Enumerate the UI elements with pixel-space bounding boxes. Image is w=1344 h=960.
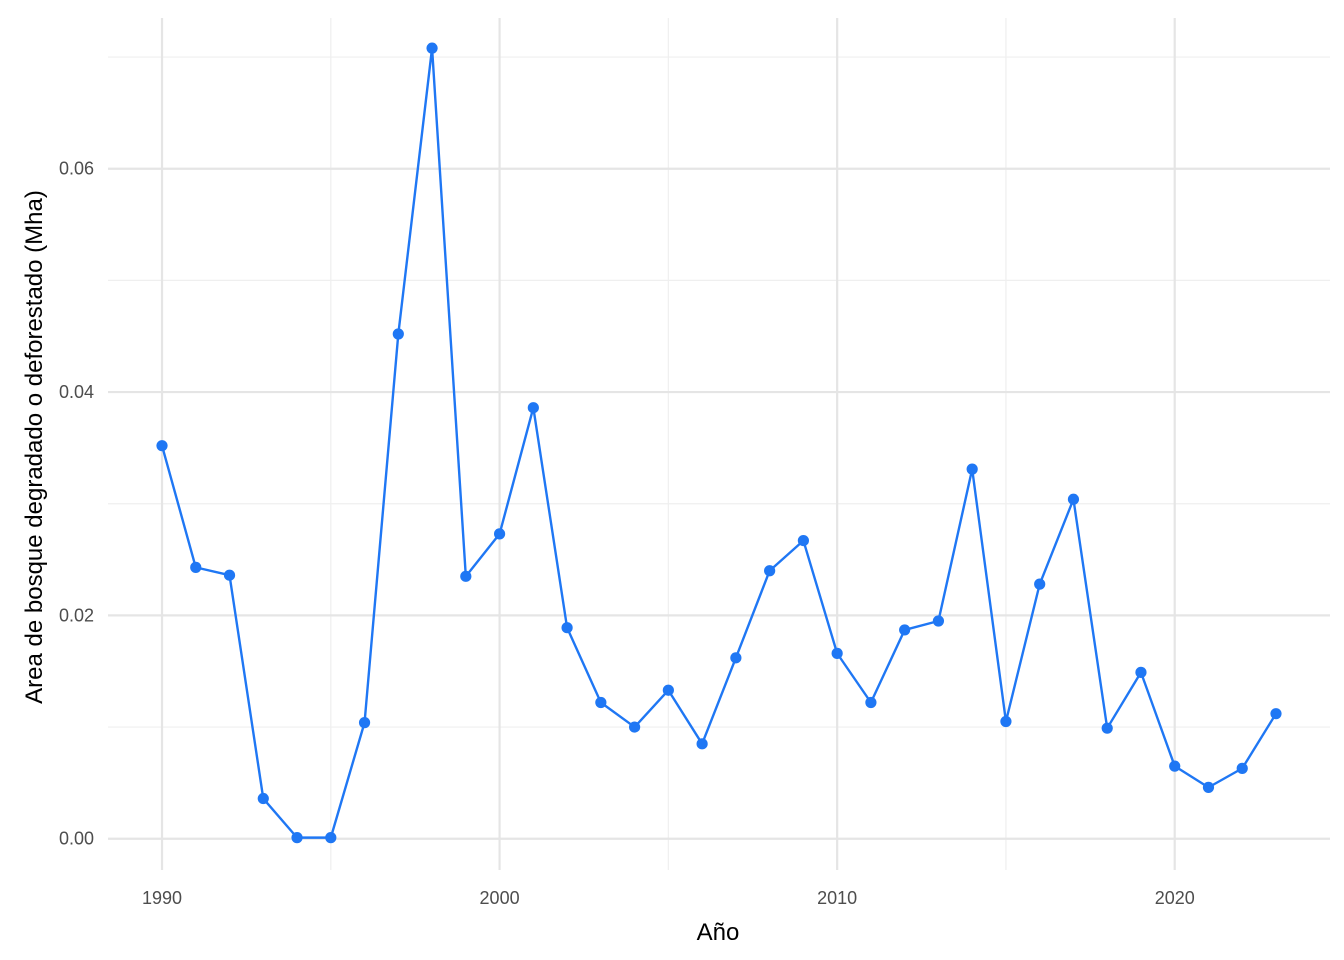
data-point xyxy=(257,792,269,805)
data-point xyxy=(1000,715,1012,728)
data-point xyxy=(1135,666,1147,678)
grid-lines xyxy=(108,18,1330,870)
data-point xyxy=(595,696,607,709)
data-point xyxy=(764,565,776,577)
data-series xyxy=(156,42,1282,844)
data-point xyxy=(1067,493,1080,505)
x-tick-label: 2000 xyxy=(480,888,520,908)
x-axis-title: Año xyxy=(697,919,740,946)
data-point xyxy=(629,721,641,733)
series-line xyxy=(160,46,1278,839)
data-point xyxy=(561,622,573,634)
data-point xyxy=(662,684,674,696)
data-point xyxy=(1101,722,1113,734)
data-point xyxy=(223,569,236,581)
data-point xyxy=(1236,762,1248,774)
data-point xyxy=(1034,578,1046,590)
data-point xyxy=(493,528,506,540)
data-point xyxy=(831,647,843,659)
y-tick-label: 0.00 xyxy=(59,829,94,849)
data-point xyxy=(932,615,945,627)
data-point xyxy=(325,832,337,844)
data-point xyxy=(899,624,911,636)
data-point xyxy=(797,534,809,547)
data-point xyxy=(730,652,742,664)
y-tick-label: 0.06 xyxy=(59,159,94,179)
data-point xyxy=(1202,781,1215,793)
x-tick-label: 2010 xyxy=(817,888,857,908)
data-point xyxy=(865,696,877,709)
data-point xyxy=(190,561,202,573)
data-point xyxy=(156,440,168,452)
data-point xyxy=(426,42,438,54)
y-axis-ticks: 0.00 0.02 0.04 0.06 xyxy=(59,159,94,849)
x-tick-label: 1990 xyxy=(142,888,182,908)
y-tick-label: 0.04 xyxy=(59,382,94,402)
data-point xyxy=(291,832,303,844)
data-point xyxy=(460,570,472,582)
data-point xyxy=(696,738,708,750)
data-point xyxy=(966,463,978,475)
x-tick-label: 2020 xyxy=(1155,888,1195,908)
data-point xyxy=(358,717,371,729)
y-tick-label: 0.02 xyxy=(59,605,94,625)
data-point xyxy=(1270,708,1282,720)
data-point xyxy=(527,402,539,414)
x-axis-ticks: 1990 2000 2010 2020 xyxy=(142,888,1195,908)
data-point xyxy=(1169,760,1181,772)
y-axis-title: Area de bosque degradado o deforestado (… xyxy=(21,190,48,704)
data-point xyxy=(392,328,404,340)
